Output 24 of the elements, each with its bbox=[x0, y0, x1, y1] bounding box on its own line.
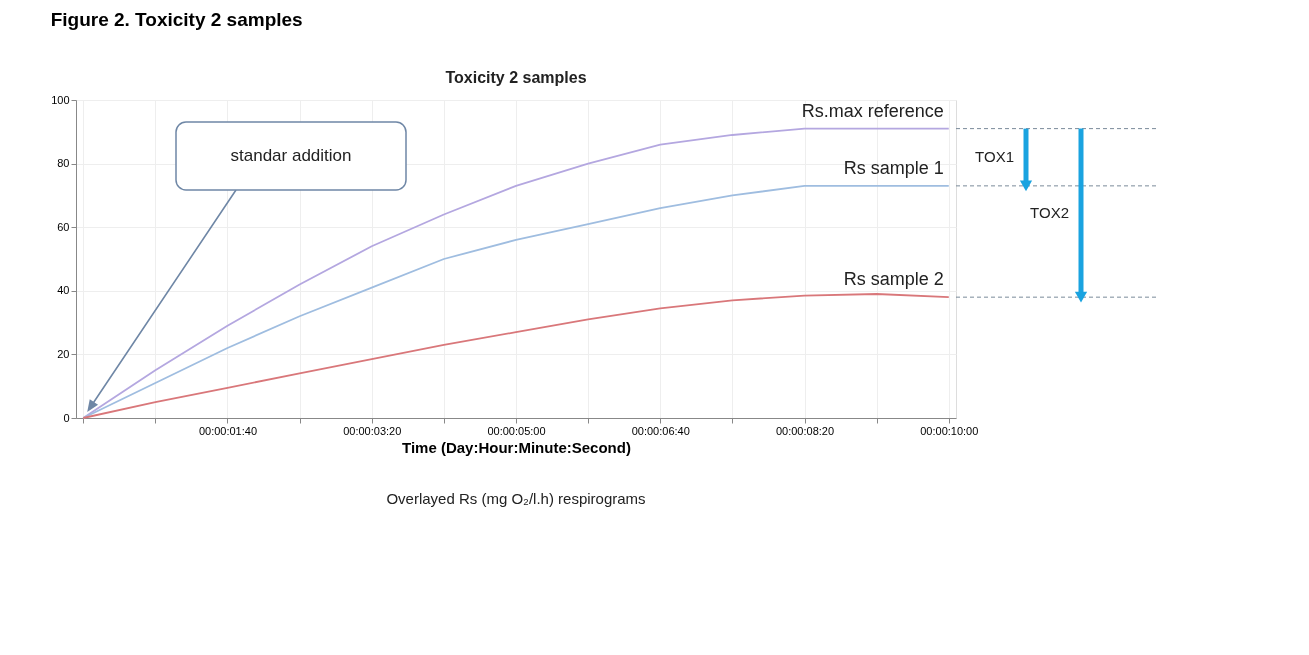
line-series bbox=[82, 184, 950, 419]
x-tick-label: 00:00:06:40 bbox=[631, 424, 690, 437]
chart-subtitle: Toxicity 2 samples bbox=[445, 69, 587, 86]
x-axis-title: Time (Day:Hour:Minute:Second) bbox=[402, 438, 631, 456]
x-tick-label: 00:00:05:00 bbox=[487, 424, 546, 437]
line-series bbox=[82, 127, 950, 419]
y-tick-label: 100 bbox=[51, 93, 70, 106]
y-tick-label: 60 bbox=[57, 220, 70, 233]
x-tick-label: 00:00:08:20 bbox=[775, 424, 835, 437]
text: TOX1 bbox=[975, 148, 1014, 166]
y-tick-label: 20 bbox=[57, 347, 70, 360]
line-series bbox=[82, 293, 950, 419]
text: TOX2 bbox=[1030, 203, 1069, 221]
x-tick-label: 00:00:01:40 bbox=[198, 424, 258, 437]
series-label: Rs sample 1 bbox=[843, 157, 944, 178]
y-tick-label: 0 bbox=[63, 411, 70, 424]
y-tick-label: 80 bbox=[57, 157, 70, 170]
series-label: Rs.max reference bbox=[801, 100, 944, 121]
y-tick-label: 40 bbox=[57, 284, 70, 297]
text: Overlayed Rs (mg O₂/l.h) respirograms bbox=[386, 490, 646, 507]
chart-title: Figure 2. Toxicity 2 samples bbox=[50, 9, 303, 30]
x-tick-label: 00:00:03:20 bbox=[343, 424, 402, 437]
x-tick-label: 00:00:10:00 bbox=[920, 424, 979, 437]
series-label: Rs sample 2 bbox=[843, 269, 944, 290]
